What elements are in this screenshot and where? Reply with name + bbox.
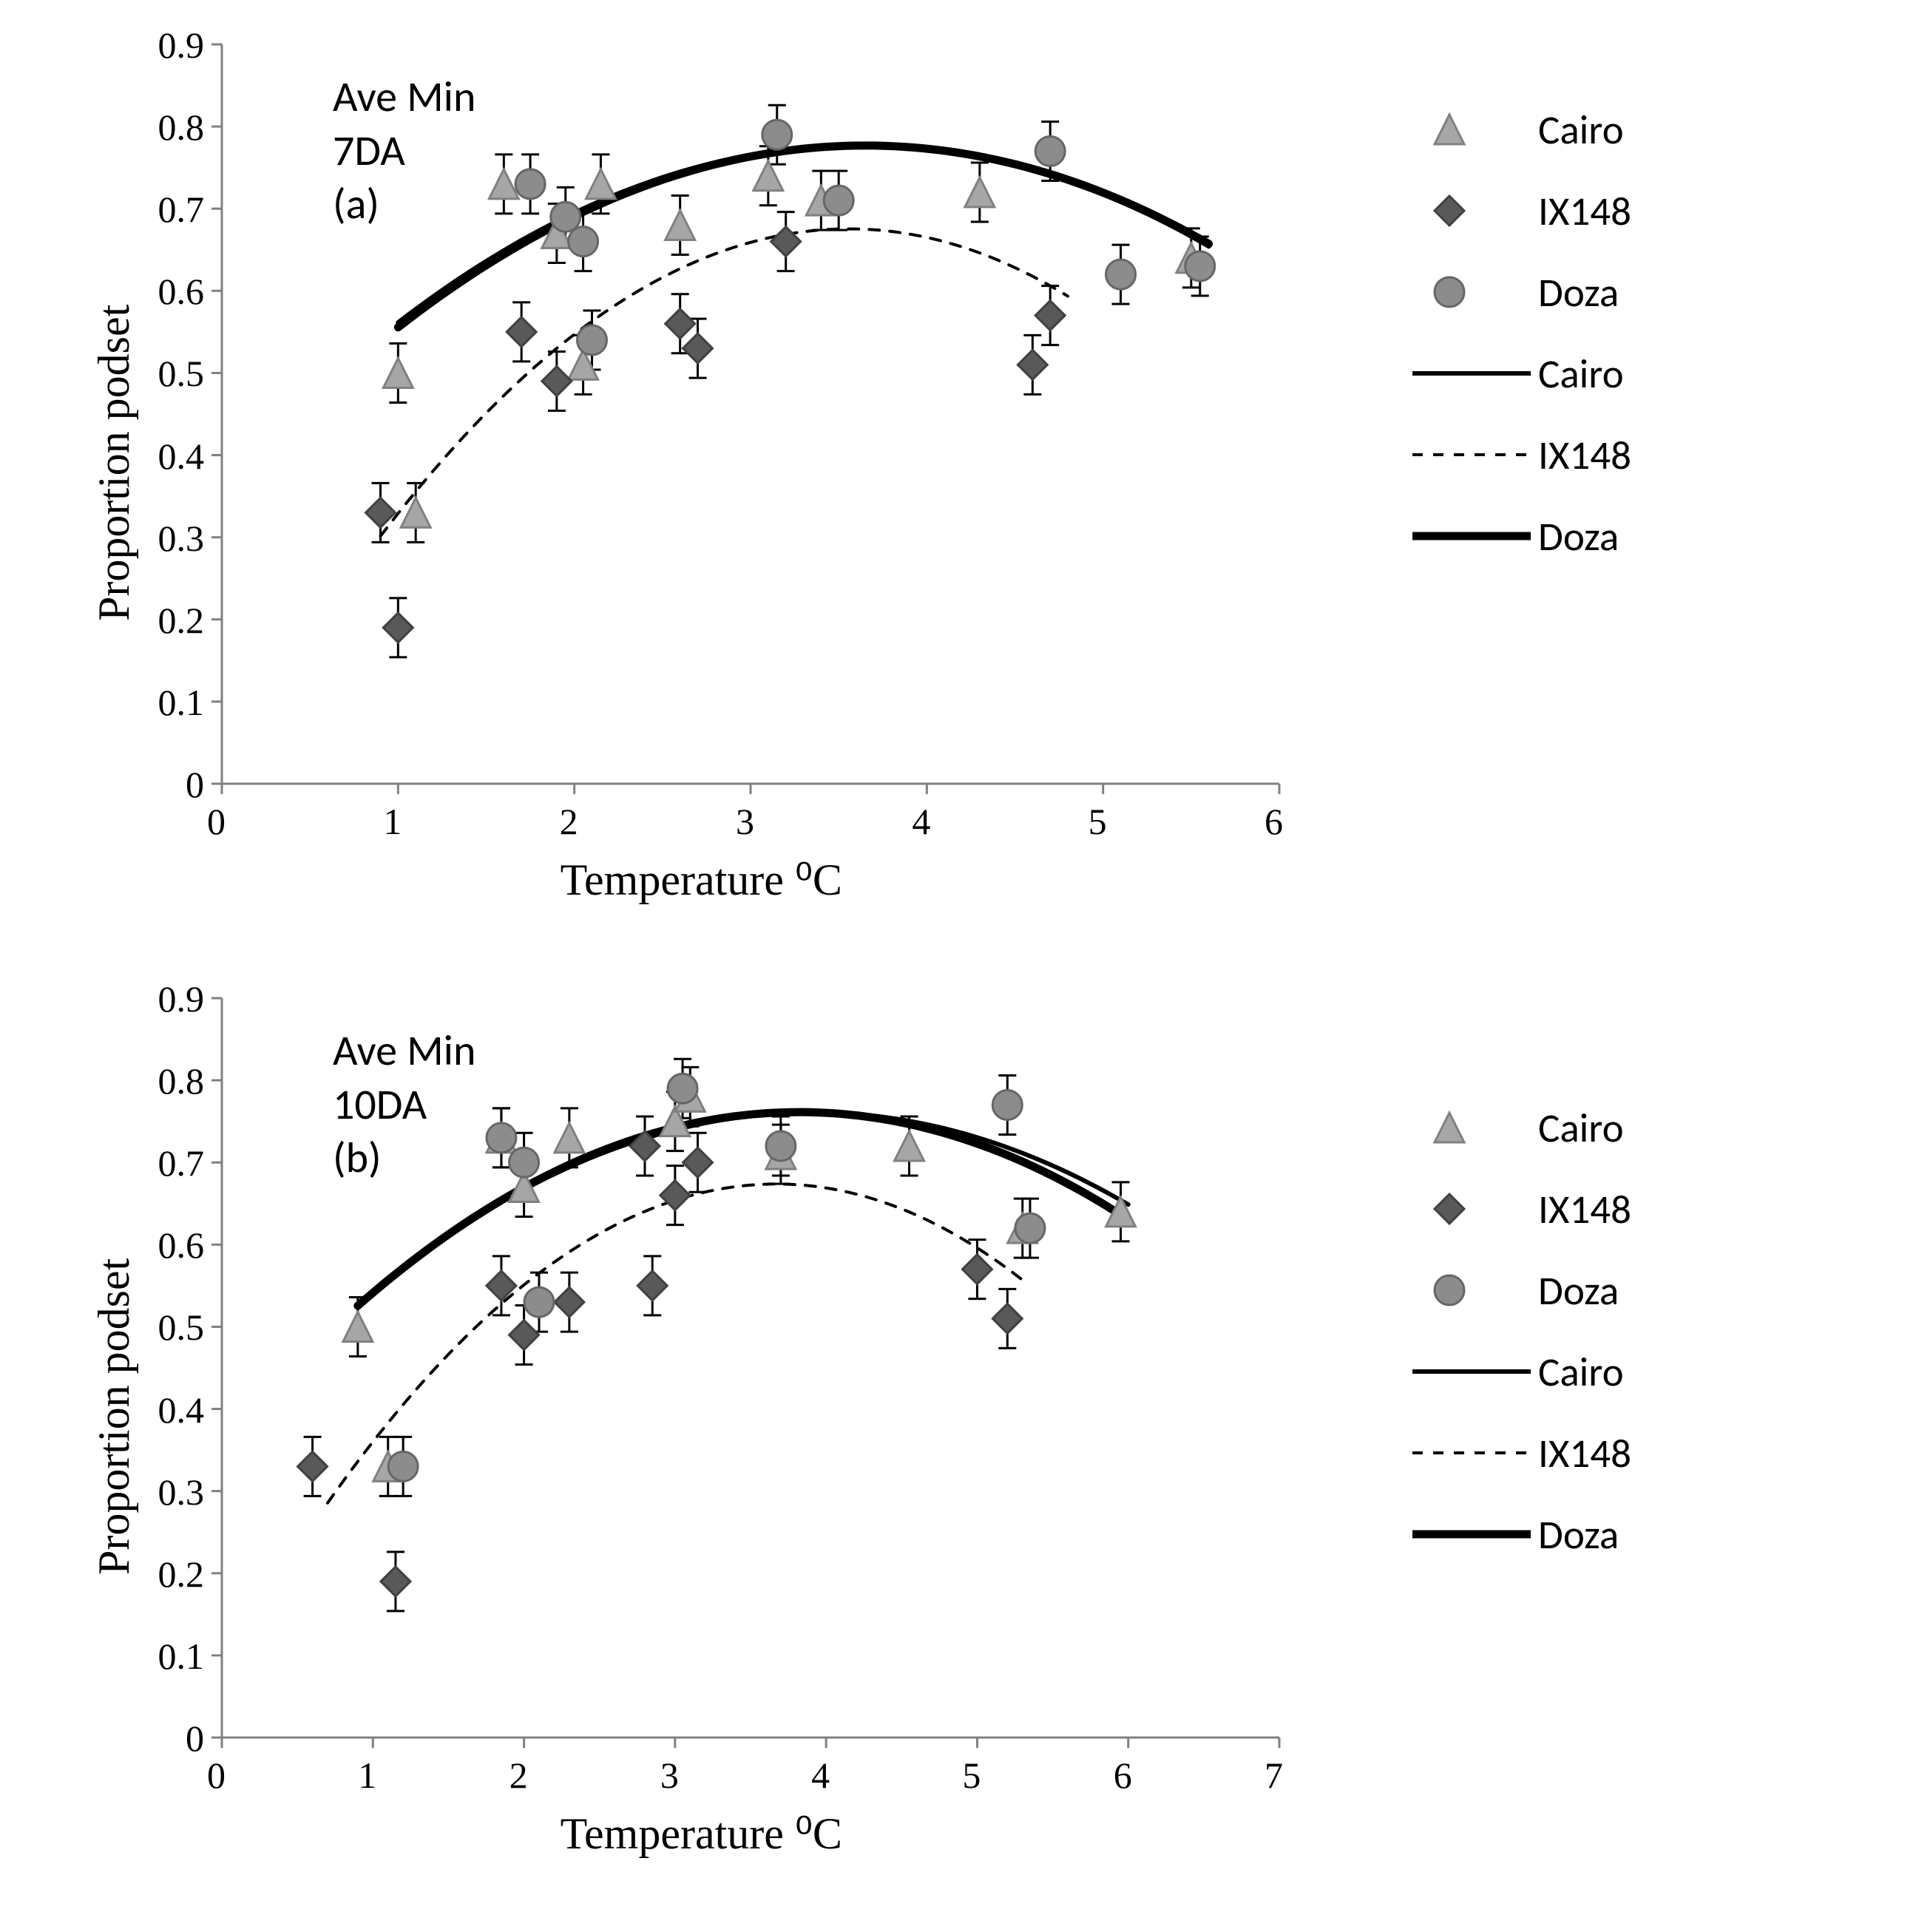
legend-label: Cairo xyxy=(1538,1103,1624,1153)
legend-swatch xyxy=(1405,1268,1538,1312)
figure-container: 0 1 2 3 4 5 6 0 0.1 0.2 0.3 0.4 0.5 0.6 0.7 0.8 0.9 Propo… xyxy=(0,0,1916,1932)
legend-label: Doza xyxy=(1538,1266,1619,1315)
legend-swatch xyxy=(1405,1512,1538,1556)
legend-row: Doza xyxy=(1405,1250,1631,1331)
legend-swatch xyxy=(1405,1349,1538,1394)
panel-b-legend: Cairo IX148 Doza Cairo IX148 Doza xyxy=(1405,1087,1631,1575)
panel-b-ytick: 0.6 xyxy=(158,1224,205,1267)
panel-b-ytick: 0 xyxy=(186,1717,204,1760)
legend-swatch xyxy=(1405,1431,1538,1475)
legend-row: Cairo xyxy=(1405,1331,1631,1412)
panel-b-xtick: 6 xyxy=(1114,1754,1132,1797)
panel-b-xtick: 7 xyxy=(1265,1754,1283,1797)
panel-b-xtick: 5 xyxy=(962,1754,981,1797)
panel-b-ytick: 0.3 xyxy=(158,1471,205,1514)
panel-b-ytick: 0.9 xyxy=(158,977,205,1020)
panel-b-xtick: 4 xyxy=(811,1754,830,1797)
legend-label: Doza xyxy=(1538,1510,1619,1559)
legend-row: IX148 xyxy=(1405,1168,1631,1250)
legend-label: IX148 xyxy=(1538,1184,1631,1234)
panel-b-inset-label: Ave Min 10DA (b) xyxy=(333,1024,475,1185)
panel-b-ytick: 0.4 xyxy=(158,1389,205,1431)
legend-swatch xyxy=(1405,1105,1538,1150)
panel-b-xtick: 0 xyxy=(207,1754,226,1797)
legend-row: Cairo xyxy=(1405,1087,1631,1168)
panel-b-svg xyxy=(0,0,1916,1932)
panel-b-ytick: 0.8 xyxy=(158,1060,205,1102)
panel-b-ytick: 0.5 xyxy=(158,1306,205,1349)
legend-row: IX148 xyxy=(1405,1412,1631,1494)
legend-label: IX148 xyxy=(1538,1428,1631,1478)
legend-swatch xyxy=(1405,1187,1538,1231)
panel-b-xtick: 3 xyxy=(660,1754,679,1797)
panel-b-ytick: 0.7 xyxy=(158,1142,205,1184)
panel-b-ytick: 0.2 xyxy=(158,1553,205,1596)
panel-b-ylabel: Proportion podset xyxy=(89,1258,140,1575)
panel-b-ytick: 0.1 xyxy=(158,1635,205,1678)
panel-b-xtick: 2 xyxy=(510,1754,528,1797)
legend-row: Doza xyxy=(1405,1494,1631,1575)
panel-b-xlabel: Temperature ⁰C xyxy=(561,1808,842,1860)
legend-label: Cairo xyxy=(1538,1347,1624,1397)
panel-b-xtick: 1 xyxy=(358,1754,376,1797)
